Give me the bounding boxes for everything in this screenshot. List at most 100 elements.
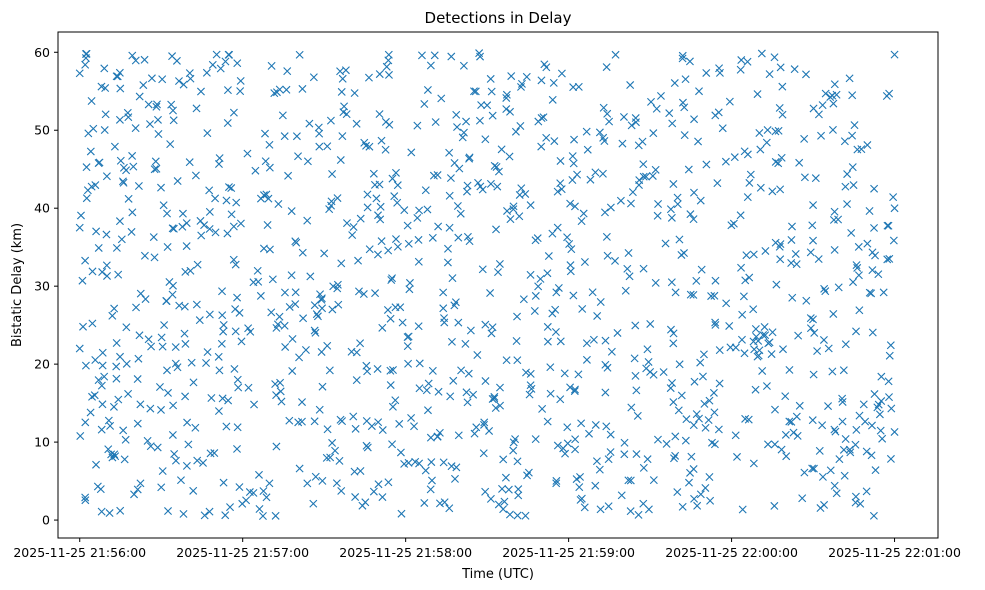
- data-point: [136, 400, 145, 409]
- data-point: [171, 456, 180, 465]
- data-point: [530, 307, 539, 315]
- data-point: [135, 92, 144, 101]
- data-point: [429, 171, 438, 180]
- data-point: [311, 328, 320, 337]
- data-point: [470, 429, 479, 438]
- data-point: [671, 451, 680, 460]
- data-point: [215, 154, 224, 163]
- data-point: [471, 87, 480, 96]
- data-point: [762, 382, 771, 391]
- data-point: [681, 436, 690, 445]
- data-point: [889, 193, 898, 202]
- data-point: [826, 466, 835, 475]
- data-point: [870, 184, 879, 193]
- data-point: [775, 103, 784, 112]
- data-point: [627, 403, 636, 412]
- data-point: [601, 336, 610, 345]
- data-point: [485, 426, 494, 435]
- data-point: [347, 347, 356, 356]
- data-point: [439, 288, 448, 297]
- data-point: [92, 227, 101, 236]
- data-point: [697, 265, 706, 274]
- data-point: [145, 120, 154, 129]
- data-point: [677, 391, 686, 400]
- data-point: [407, 413, 416, 422]
- data-point: [249, 278, 258, 287]
- data-point: [181, 339, 190, 348]
- data-point: [377, 237, 386, 246]
- data-point: [678, 54, 687, 63]
- data-point: [548, 309, 557, 318]
- data-point: [673, 193, 682, 202]
- data-point: [310, 301, 319, 310]
- data-point: [711, 320, 720, 329]
- data-point: [868, 266, 877, 275]
- data-point: [752, 332, 761, 341]
- data-point: [168, 430, 177, 439]
- data-point: [305, 119, 314, 128]
- data-point: [115, 217, 124, 226]
- data-point: [265, 140, 274, 149]
- data-point: [116, 84, 125, 93]
- data-point: [200, 511, 209, 520]
- data-point: [621, 286, 630, 295]
- data-point: [819, 335, 828, 344]
- data-point: [448, 274, 457, 283]
- data-point: [261, 129, 269, 138]
- data-point: [887, 404, 896, 413]
- data-point: [426, 485, 435, 494]
- data-point: [776, 185, 785, 194]
- data-point: [351, 493, 360, 502]
- data-point: [870, 223, 879, 232]
- data-point: [92, 460, 101, 469]
- data-point: [205, 207, 214, 216]
- data-point: [810, 328, 819, 337]
- data-point: [598, 169, 607, 178]
- data-point: [828, 91, 837, 100]
- data-point: [388, 402, 397, 411]
- data-point: [231, 327, 240, 336]
- data-point: [642, 364, 651, 373]
- data-point: [303, 479, 312, 488]
- data-point: [449, 376, 458, 385]
- data-point: [702, 68, 711, 77]
- data-point: [531, 236, 540, 245]
- data-point: [742, 251, 751, 260]
- y-tick-label: 0: [42, 513, 50, 528]
- data-point: [721, 157, 730, 166]
- data-point: [378, 493, 387, 502]
- data-point: [830, 245, 839, 254]
- data-point: [428, 366, 437, 375]
- data-point: [656, 91, 665, 100]
- data-point: [626, 81, 635, 90]
- data-point: [415, 384, 424, 393]
- data-point: [713, 179, 722, 188]
- data-point: [181, 267, 190, 276]
- data-point: [744, 415, 753, 424]
- data-point: [830, 425, 839, 434]
- data-point: [486, 179, 495, 188]
- data-point: [492, 225, 501, 234]
- data-point: [454, 431, 463, 440]
- data-point: [715, 64, 724, 73]
- data-point: [696, 196, 705, 205]
- data-point: [616, 196, 625, 205]
- data-point: [153, 100, 161, 109]
- data-point: [809, 104, 818, 113]
- data-point: [225, 50, 234, 59]
- data-point: [806, 248, 815, 257]
- data-point: [851, 492, 860, 501]
- data-point: [272, 442, 281, 451]
- data-point: [557, 69, 566, 78]
- data-point: [119, 426, 128, 435]
- data-point: [205, 310, 214, 319]
- data-point: [486, 494, 495, 503]
- data-point: [328, 305, 337, 314]
- data-point: [414, 322, 423, 331]
- data-point: [867, 289, 876, 298]
- data-point: [267, 308, 276, 317]
- data-point: [511, 435, 520, 444]
- data-point: [116, 352, 125, 361]
- data-point: [731, 431, 740, 440]
- data-point: [560, 369, 569, 378]
